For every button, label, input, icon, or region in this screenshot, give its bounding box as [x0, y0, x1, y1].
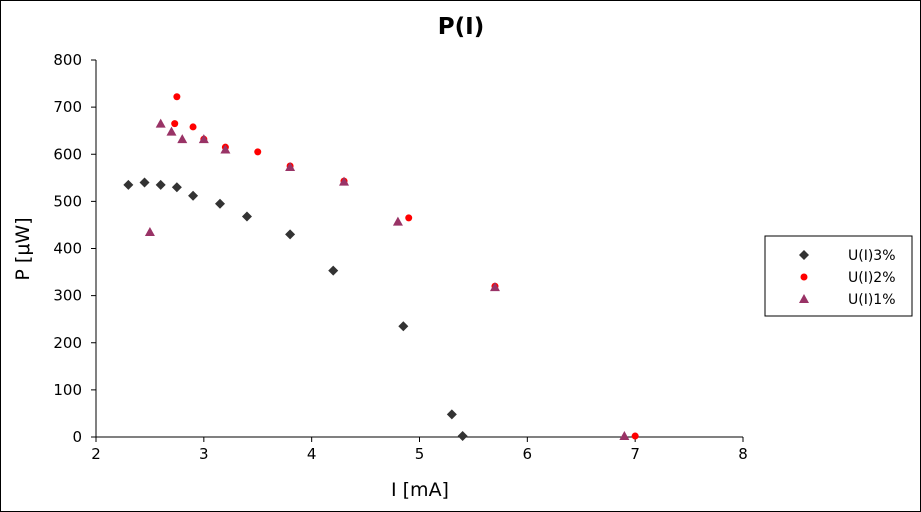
data-point-u-i-3 [398, 321, 409, 332]
data-point-u-i-3 [123, 179, 134, 190]
x-tick-label: 7 [630, 445, 640, 463]
x-tick-label: 5 [415, 445, 425, 463]
data-point-u-i-2 [405, 214, 413, 222]
legend-marker-u-i-1 [799, 294, 809, 303]
chart-title: P(I) [438, 14, 484, 40]
data-point-u-i-3 [155, 179, 166, 190]
legend-label: U(I)3% [848, 248, 896, 264]
data-point-u-i-1 [339, 176, 350, 186]
data-point-u-i-1 [144, 227, 155, 237]
legend: U(I)3% U(I)2% U(I)1% [764, 235, 913, 317]
y-tick-label: 400 [53, 240, 82, 258]
data-point-u-i-1 [220, 144, 231, 154]
data-point-u-i-1 [198, 134, 209, 144]
data-point-u-i-1 [166, 126, 177, 136]
data-point-u-i-2 [254, 148, 262, 156]
y-tick-label: 100 [53, 381, 82, 399]
data-point-u-i-2 [189, 123, 197, 131]
legend-label: U(I)2% [848, 270, 896, 286]
ticks-group: 2 3 4 5 6 7 8 0 100 200 300 400 500 600 700 800 [53, 51, 747, 463]
y-axis-title: P [μW] [12, 217, 34, 280]
marks-group [123, 93, 639, 442]
y-tick-label: 600 [53, 145, 82, 163]
data-point-u-i-3 [328, 265, 339, 276]
data-point-u-i-2 [171, 120, 179, 128]
x-tick-label: 3 [199, 445, 209, 463]
data-point-u-i-1 [619, 431, 630, 441]
y-tick-label: 0 [72, 428, 82, 446]
legend-box [764, 235, 913, 317]
y-tick-label: 200 [53, 334, 82, 352]
x-tick-label: 6 [523, 445, 533, 463]
y-tick-label: 300 [53, 287, 82, 305]
data-point-u-i-3 [215, 198, 226, 209]
data-point-u-i-1 [489, 282, 500, 292]
data-point-u-i-1 [392, 216, 403, 226]
x-tick-label: 8 [738, 445, 748, 463]
y-tick-label: 800 [53, 51, 82, 69]
data-point-u-i-3 [171, 182, 182, 193]
legend-marker-u-i-3 [799, 250, 809, 260]
data-point-u-i-3 [139, 177, 150, 188]
data-point-u-i-3 [188, 190, 199, 201]
data-point-u-i-1 [285, 161, 296, 171]
data-point-u-i-1 [177, 134, 188, 144]
legend-marker-u-i-2 [800, 273, 808, 281]
x-axis-title: I [mA] [391, 479, 449, 501]
data-point-u-i-3 [241, 211, 252, 222]
y-tick-label: 700 [53, 98, 82, 116]
data-point-u-i-3 [446, 409, 457, 420]
data-point-u-i-1 [155, 118, 166, 128]
data-point-u-i-2 [173, 93, 181, 101]
legend-label: U(I)1% [848, 292, 896, 308]
data-point-u-i-3 [457, 431, 468, 442]
y-tick-label: 500 [53, 192, 82, 210]
x-tick-label: 4 [307, 445, 317, 463]
data-point-u-i-3 [285, 229, 296, 240]
x-tick-label: 2 [91, 445, 101, 463]
data-point-u-i-2 [631, 432, 639, 440]
